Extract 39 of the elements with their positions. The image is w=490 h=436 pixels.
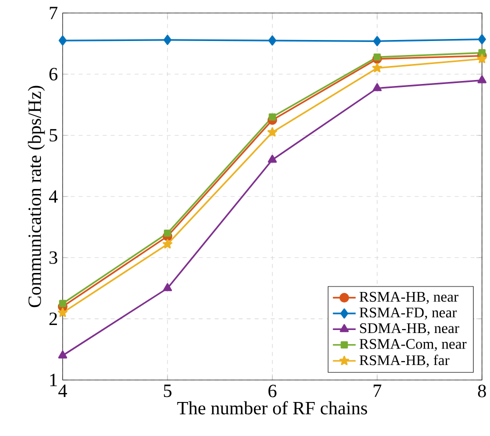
point [163,283,172,292]
point [477,54,487,64]
point [58,35,67,46]
x-axis-title: The number of RF chains [177,401,368,414]
legend-label: RSMA-Com, near [360,339,467,351]
point [268,154,277,163]
point [268,35,276,46]
y-tick-label: 7 [50,6,58,20]
point [59,300,66,308]
x-tick-label: 7 [374,384,382,397]
point [372,62,382,72]
point [164,34,172,45]
y-axis-title: Communication rate (bps/Hz) [28,86,45,308]
y-tick-label: 3 [50,251,58,264]
legend-label: RSMA-FD, near [360,308,457,320]
point [372,83,382,92]
y-tick-label: 5 [50,129,58,142]
legend-label: RSMA-HB, near [360,292,458,304]
legend-label: SDMA-HB, near [360,323,460,336]
point [268,113,276,121]
point [58,350,68,358]
point [374,53,381,61]
point [58,308,68,317]
y-tick-label: 4 [48,190,58,203]
x-tick-label: 4 [58,384,68,397]
y-tick-label: 2 [49,312,57,325]
point [162,239,172,248]
point [478,34,486,44]
point [478,49,486,56]
x-tick-label: 8 [478,384,486,398]
point [477,75,486,84]
point [164,230,172,237]
point [267,127,278,137]
y-tick-label: 6 [49,68,58,80]
legend-label: RSMA-HB, far [360,354,450,368]
x-tick-label: 6 [268,384,276,398]
point [373,36,382,46]
y-tick-label: 1 [50,374,57,386]
x-tick-label: 5 [164,384,172,398]
